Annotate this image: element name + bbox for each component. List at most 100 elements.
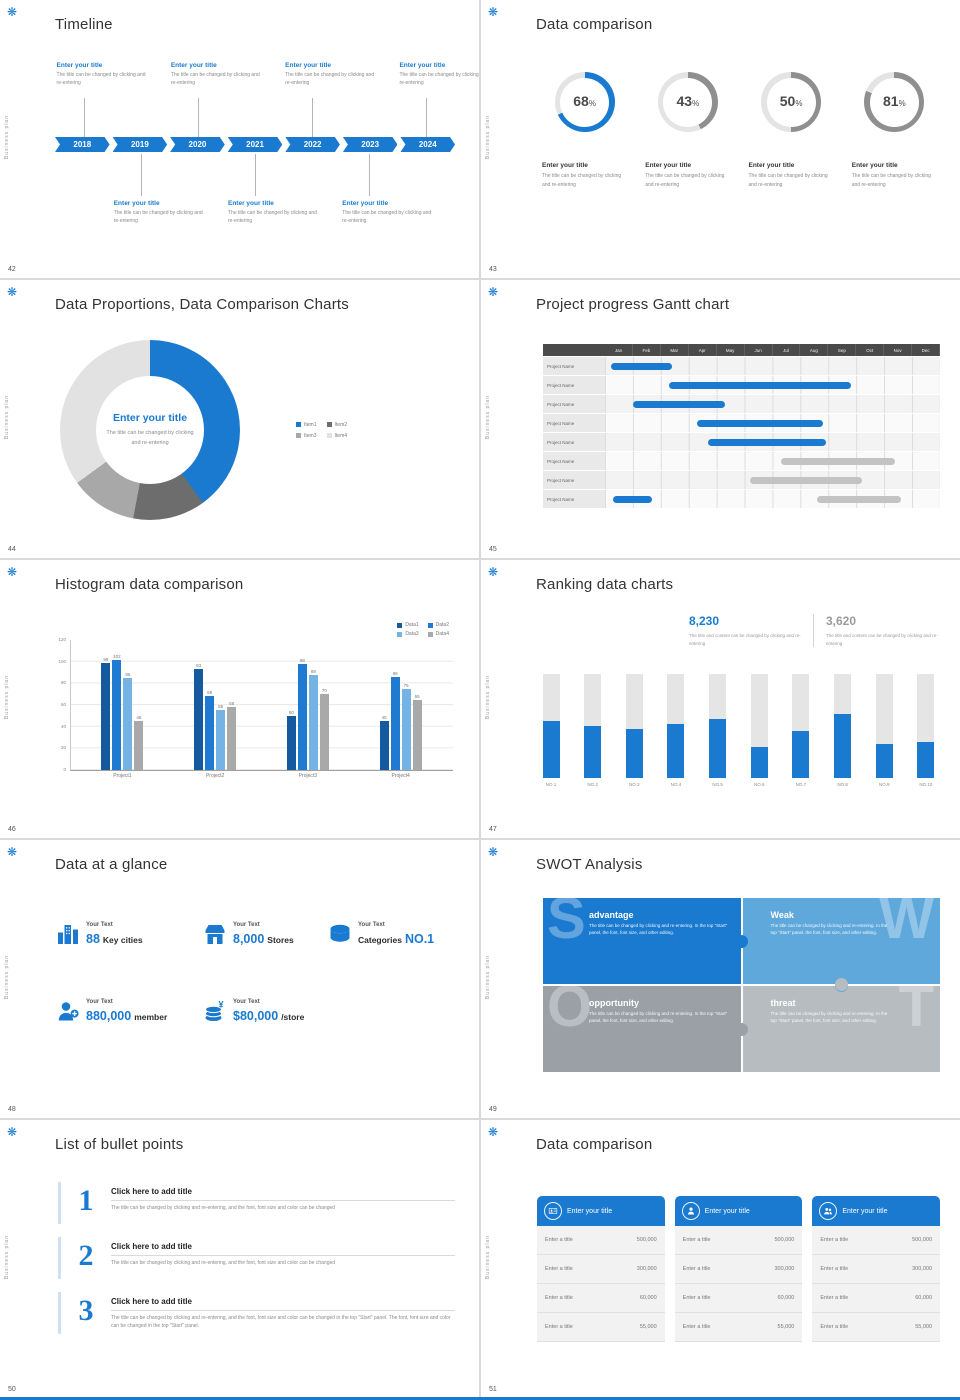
card-header: Enter your title [812, 1196, 941, 1226]
percent-sign: % [898, 99, 906, 108]
slide-title: Ranking data charts [536, 576, 674, 593]
bar-track [750, 674, 768, 778]
stat-block: 8,230 The title and content can be change… [689, 614, 801, 647]
bar [216, 710, 226, 770]
glance-label: Your Text [233, 922, 260, 928]
glance-label: Your Text [86, 999, 113, 1005]
bullet-number: 1 [58, 1182, 111, 1224]
x-axis-label: NO.7 [795, 782, 807, 787]
item-desc: The title can be changed by clicking and… [851, 173, 931, 188]
timeline-year: 2024 [400, 137, 455, 152]
timeline-item-desc: The title can be changed by clicking and… [113, 210, 203, 224]
slide-51-data-comparison-cards[interactable]: ❋ Business plan Data comparison Enter yo… [481, 1120, 960, 1398]
row-value: 300,000 [774, 1266, 795, 1272]
glance-item: ¥ Your Text $80,000/store [203, 999, 328, 1028]
card-body: Enter a title 500,000 Enter a title 300,000… [537, 1226, 665, 1342]
donut-comparison-charts: 68% Enter your title The title can be chan… [533, 72, 946, 189]
gantt-month-label: Apr [689, 344, 717, 356]
bar-column: 86 [390, 671, 400, 770]
gantt-bar [708, 439, 826, 446]
legend-chip [296, 422, 301, 427]
row-label: Enter a title [820, 1324, 849, 1330]
legend-label: Data3 [405, 631, 419, 637]
donut-chart: 81% [864, 72, 925, 132]
legend-label: Data4 [435, 631, 449, 637]
swot-content: advantage The title can be changed by cli… [589, 898, 731, 937]
slide-44-data-proportions[interactable]: ❋ Business plan Data Proportions, Data C… [0, 280, 479, 558]
glance-text: Your Text $80,000/store [233, 999, 304, 1023]
slide-43-data-comparison[interactable]: ❋ Business plan Data comparison 68% Enter… [481, 0, 960, 278]
slide-46-histogram[interactable]: ❋ Business plan Histogram data compariso… [0, 560, 479, 838]
gantt-row: Project Name [543, 395, 940, 414]
row-value: 300,000 [912, 1266, 933, 1272]
legend-label: Item1 [304, 421, 317, 428]
bar [308, 674, 318, 770]
swot-desc: The title can be changed by clicking and… [770, 923, 888, 935]
legend-item: Item1 [296, 422, 317, 428]
swot-title: opportunity [589, 998, 639, 1008]
card-row: Enter a title 55,000 [537, 1313, 665, 1342]
timeline-item-title: Enter your title [170, 62, 217, 69]
timeline-item-bottom: Enter your title The title can be changed… [342, 200, 438, 225]
x-axis-label: NO.1 [545, 782, 557, 787]
stat-desc: The title and content can be changed by … [826, 633, 938, 646]
glance-label: Your Text [86, 922, 113, 928]
row-label: Enter a title [545, 1266, 573, 1272]
x-axis-label: NO.6 [754, 782, 765, 787]
slide-42-timeline[interactable]: ❋ Business plan Timeline Enter your titl… [0, 0, 479, 278]
bullet-item: 3 Click here to add title The title can be… [58, 1292, 455, 1334]
donut-number: 68 [573, 93, 589, 109]
bullet-body: Click here to add title The title can be … [111, 1237, 455, 1279]
slide-title: Data comparison [536, 16, 653, 33]
donut-number: 43 [676, 93, 693, 109]
slide-title: Data Proportions, Data Comparison Charts [55, 296, 349, 313]
card-body: Enter a title 500,000 Enter a title 300,000… [812, 1226, 941, 1342]
brand-logo-icon: ❋ [7, 285, 18, 299]
timeline-item-top: Enter your title The title can be changed… [285, 62, 381, 87]
glance-value: $80,000/store [233, 1009, 304, 1023]
gantt-header-months: Jan Feb Mar Apr May Jun Jul Aug Sep Oct Nov Dec [605, 344, 941, 356]
gantt-month-label: Feb [633, 344, 661, 356]
stat-block: 3,620 The title and content can be change… [826, 614, 938, 647]
gantt-row-track [605, 490, 940, 508]
y-tick-label: 60 [60, 702, 66, 707]
y-tick-label: 40 [60, 723, 66, 729]
stats-divider [813, 614, 814, 648]
bars: 99 102 85 45 [101, 640, 144, 770]
bar [401, 688, 411, 770]
timeline-year: 2020 [170, 137, 225, 152]
slide-47-ranking[interactable]: ❋ Business plan Ranking data charts 8,23… [481, 560, 960, 838]
puzzle-knob [734, 934, 748, 948]
slide-48-data-at-a-glance[interactable]: ❋ Business plan Data at a glance Your Te… [0, 840, 479, 1118]
row-label: Enter a title [682, 1295, 711, 1301]
bullet-body: Click here to add title The title can be … [111, 1292, 455, 1334]
ranking-bars: NO.1 NO.2 NO.3 NO.4 NO.5 NO.6 NO.7 NO.8 NO.9 NO.1… [539, 674, 938, 787]
bar-value: 98 [299, 657, 305, 663]
legend-chip [427, 631, 433, 637]
bar-value: 85 [125, 671, 131, 677]
slide-title: Histogram data comparison [55, 576, 244, 593]
gantt-header-corner [543, 344, 605, 356]
bar-column: 85 [123, 671, 133, 770]
timeline-item-bottom: Enter your title The title can be changed… [228, 200, 324, 225]
glance-label: Your Text [233, 999, 260, 1005]
swot-content: threat The title can be changed by clicki… [771, 986, 891, 1025]
bar [412, 699, 422, 770]
brand-logo-icon: ❋ [7, 1125, 18, 1139]
bar-column: 45 [379, 715, 389, 770]
bar-value: 65 [414, 693, 420, 699]
bar-group: 93 68 55 58 Project2 [194, 640, 237, 779]
bar [101, 662, 111, 770]
slide-45-gantt[interactable]: ❋ Business plan Project progress Gantt c… [481, 280, 960, 558]
timeline-item-title: Enter your title [285, 62, 332, 69]
ranking-stats: 8,230 The title and content can be change… [689, 614, 938, 648]
row-label: Enter a title [820, 1295, 849, 1301]
bar-value: 68 [207, 690, 213, 696]
comparison-card: Enter your title Enter a title 500,000 Ente… [537, 1196, 665, 1342]
puzzle-knob [734, 1022, 748, 1036]
donut-hole: 43% [663, 77, 713, 127]
